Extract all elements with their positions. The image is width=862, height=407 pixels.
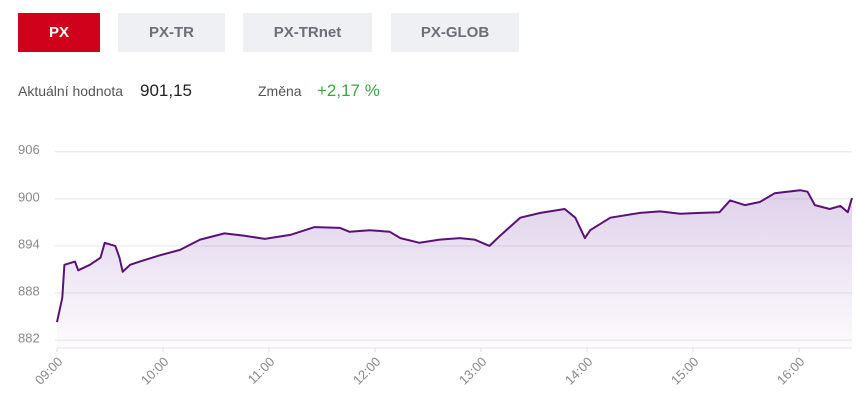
line bbox=[56, 189, 853, 323]
y-tick-label: 900 bbox=[18, 189, 40, 204]
x-tick-label: 14:00 bbox=[562, 354, 596, 388]
area bbox=[57, 190, 852, 348]
change: +2,17 % bbox=[317, 81, 380, 100]
y-tick-label: 894 bbox=[18, 236, 40, 251]
y-tick-label: 888 bbox=[18, 283, 40, 298]
x-tick-label: 11:00 bbox=[245, 354, 278, 387]
value: 901,15 bbox=[140, 81, 192, 100]
value-label: Aktuální hodnota bbox=[18, 83, 124, 99]
tab[interactable]: PX bbox=[18, 13, 100, 52]
x-tick-label: 15:00 bbox=[668, 354, 702, 388]
tab[interactable]: PX-TR bbox=[118, 13, 225, 52]
change-label: Změna bbox=[258, 83, 302, 99]
tab[interactable]: PX-GLOB bbox=[391, 13, 519, 52]
x-tick-label: 12:00 bbox=[350, 354, 384, 388]
x-tick-label: 13:00 bbox=[456, 354, 490, 388]
y-tick-label: 882 bbox=[18, 331, 40, 346]
x-tick-label: 09:00 bbox=[32, 354, 66, 388]
tab[interactable]: PX-TRnet bbox=[243, 13, 372, 52]
x-tick-label: 10:00 bbox=[138, 354, 172, 388]
x-tick-label: 16:00 bbox=[774, 354, 808, 388]
y-tick-label: 906 bbox=[18, 142, 40, 157]
